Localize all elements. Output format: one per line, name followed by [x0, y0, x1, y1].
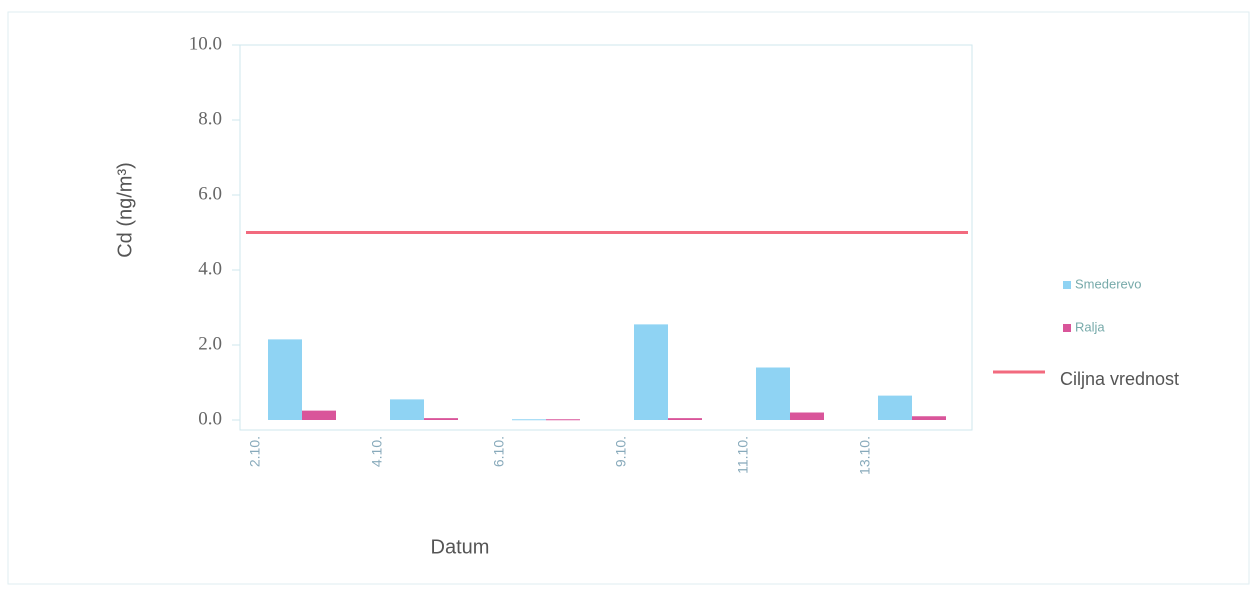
bar: [912, 416, 946, 420]
bar: [634, 324, 668, 420]
x-tick-label: 6.10.: [491, 436, 507, 467]
y-tick-label: 2.0: [198, 333, 222, 354]
bar: [390, 399, 424, 420]
x-tick-label: 2.10.: [247, 436, 263, 467]
x-tick-label: 13.10.: [857, 436, 873, 475]
legend-swatch: [1063, 281, 1071, 289]
legend-label: Smederevo: [1075, 276, 1141, 291]
legend-label: Ciljna vrednost: [1060, 369, 1179, 389]
legend-swatch: [1063, 324, 1071, 332]
y-tick-label: 0.0: [198, 408, 222, 429]
plot-area: [239, 44, 973, 431]
bar: [756, 367, 790, 420]
x-axis-label: Datum: [431, 536, 490, 558]
bar: [424, 418, 458, 420]
chart-frame: [7, 11, 1250, 585]
bar: [790, 412, 824, 420]
legend-label: Ralja: [1075, 319, 1105, 334]
y-tick-label: 10.0: [189, 33, 222, 54]
bar: [302, 410, 336, 420]
bar: [268, 339, 302, 420]
x-tick-label: 11.10.: [735, 436, 751, 474]
bar: [512, 419, 546, 421]
y-tick-label: 6.0: [198, 183, 222, 204]
y-tick-label: 4.0: [198, 258, 222, 279]
y-axis-label: Cd (ng/m³): [114, 162, 136, 258]
bar: [878, 395, 912, 420]
x-tick-label: 9.10.: [613, 436, 629, 467]
bar: [546, 419, 580, 421]
bar: [668, 418, 702, 420]
y-tick-label: 8.0: [198, 108, 222, 129]
x-tick-label: 4.10.: [369, 436, 385, 467]
